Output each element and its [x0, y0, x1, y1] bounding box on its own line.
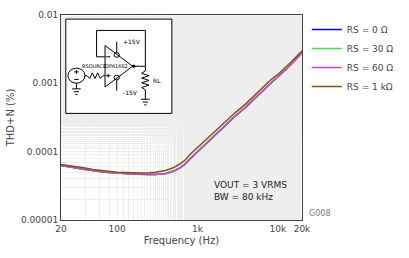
- svg-text:0.0001: 0.0001: [27, 147, 59, 157]
- svg-text:RS = 1 kΩ: RS = 1 kΩ: [347, 82, 393, 92]
- svg-text:Frequency (Hz): Frequency (Hz): [144, 235, 220, 246]
- svg-text:100: 100: [109, 224, 126, 234]
- svg-text:0.01: 0.01: [38, 10, 58, 20]
- svg-text:+15V: +15V: [123, 38, 141, 45]
- svg-text:-15V: -15V: [123, 89, 138, 96]
- svg-text:RS = 60 Ω: RS = 60 Ω: [347, 63, 394, 73]
- svg-text:20k: 20k: [294, 224, 311, 234]
- svg-text:0.00001: 0.00001: [21, 215, 58, 225]
- svg-text:VOUT = 3 VRMSBW = 80 kHz: VOUT = 3 VRMSBW = 80 kHz: [214, 180, 287, 202]
- svg-text:0.001: 0.001: [32, 78, 58, 88]
- svg-text:G008: G008: [309, 209, 330, 218]
- svg-text:1k: 1k: [192, 224, 204, 234]
- svg-text:RS = 30 Ω: RS = 30 Ω: [347, 44, 394, 54]
- svg-text:THD+N (%): THD+N (%): [5, 89, 16, 148]
- svg-text:RSOURCE: RSOURCE: [82, 63, 106, 69]
- svg-text:RS = 0 Ω: RS = 0 Ω: [347, 25, 388, 35]
- svg-text:OPA1662: OPA1662: [105, 63, 128, 69]
- svg-text:20: 20: [55, 224, 67, 234]
- svg-text:10k: 10k: [269, 224, 286, 234]
- svg-text:RL: RL: [153, 77, 161, 84]
